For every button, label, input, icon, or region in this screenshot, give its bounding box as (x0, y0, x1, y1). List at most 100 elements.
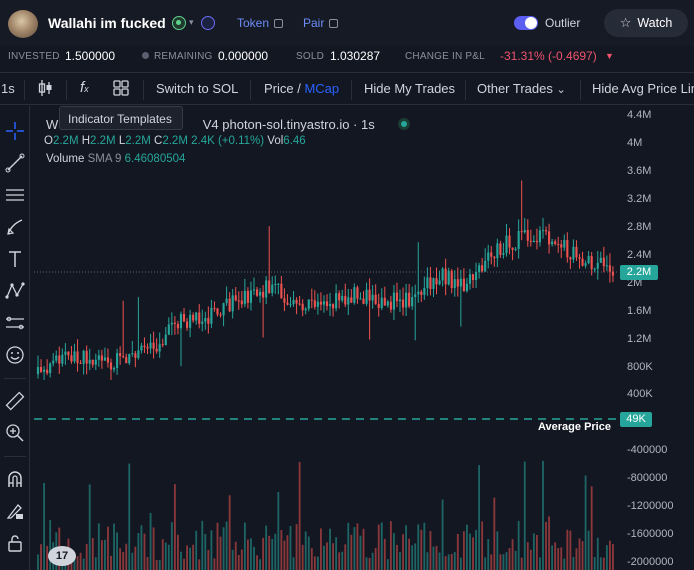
candle-body (88, 359, 91, 364)
remaining-label: REMAINING (154, 51, 213, 62)
volume-bar (462, 531, 465, 570)
candle-body (493, 256, 496, 259)
token-link[interactable]: Token (237, 16, 284, 30)
switch-to-sol-button[interactable]: Switch to SOL (156, 81, 239, 96)
volume-bar (386, 559, 389, 570)
volume-bar (307, 536, 310, 570)
volume-bar (350, 534, 353, 570)
volume-bar (128, 463, 131, 570)
candle-type-icon[interactable] (37, 79, 53, 100)
other-trades-dropdown[interactable]: Other Trades ⌄ (477, 81, 566, 96)
indicator-templates-tooltip: Indicator Templates (59, 106, 183, 130)
indicators-icon[interactable]: fx (80, 79, 89, 96)
volume-bar (560, 547, 563, 570)
candle-body (103, 357, 106, 361)
volume-bar (46, 545, 49, 570)
indicator-templates-icon[interactable] (112, 79, 130, 100)
trend-line-icon[interactable] (0, 150, 30, 176)
verified-icon[interactable] (172, 16, 186, 30)
hide-my-trades-button[interactable]: Hide My Trades (364, 81, 456, 96)
volume-bar (177, 534, 179, 570)
volume-bar (94, 557, 97, 570)
volume-bar (313, 556, 316, 570)
watch-button[interactable]: ☆ Watch (604, 9, 688, 37)
lock-drawing-icon[interactable] (0, 498, 30, 524)
close-value: 2.2M (162, 135, 188, 147)
forecast-icon[interactable] (0, 310, 30, 336)
pair-link[interactable]: Pair (303, 16, 339, 30)
candle-body (514, 248, 517, 250)
volume-legend: Volume SMA 9 6.46080504 (46, 153, 185, 165)
volume-bar (262, 537, 265, 570)
magnet-icon[interactable] (0, 466, 30, 492)
candle-body (94, 359, 97, 365)
candle-body (471, 274, 475, 280)
sma-label: SMA 9 (87, 153, 122, 165)
zoom-in-icon[interactable] (0, 420, 30, 446)
price-tick: -2000000 (627, 556, 674, 568)
vol-value: 6.46 (283, 135, 306, 147)
volume-bar (119, 548, 122, 570)
fib-retracement-icon[interactable] (0, 182, 30, 208)
live-status-icon (398, 118, 410, 130)
candle-body (395, 292, 399, 302)
candle-body (170, 322, 173, 325)
candle-body (97, 355, 100, 360)
price-tick: -400000 (627, 444, 668, 456)
emoji-icon[interactable] (0, 342, 30, 368)
candle-body (584, 263, 587, 266)
volume-bar (484, 557, 487, 570)
volume-bar (599, 557, 602, 570)
pump-icon[interactable] (201, 16, 215, 30)
volume-bar (526, 542, 529, 570)
candle-body (338, 293, 341, 301)
brush-icon[interactable] (0, 214, 30, 240)
sold-label: SOLD (296, 51, 325, 62)
candle-body (182, 314, 186, 322)
outlier-toggle[interactable] (514, 16, 538, 30)
volume-bar (265, 525, 268, 570)
volume-bar (545, 521, 547, 570)
toolbar-divider (465, 80, 466, 100)
token-avatar[interactable] (8, 10, 38, 38)
volume-bar (502, 554, 505, 570)
volume-bar (602, 557, 605, 570)
mcap-label: MCap (304, 81, 340, 96)
hide-avg-price-button[interactable]: Hide Avg Price Lin (592, 81, 694, 96)
volume-bar (396, 544, 398, 570)
volume-bar (40, 544, 42, 570)
candle-body (569, 257, 572, 260)
price-chart[interactable] (34, 106, 618, 570)
average-price-badge: 49K (620, 412, 652, 427)
interval-select[interactable]: 1s (1, 81, 15, 96)
pair-link-label: Pair (303, 16, 325, 30)
candle-body (125, 357, 128, 364)
candle-body (46, 369, 49, 374)
text-tool-icon[interactable] (0, 246, 30, 272)
volume-bar (189, 547, 192, 570)
candle-body (435, 278, 438, 285)
candle-body (490, 252, 493, 257)
crosshair-icon[interactable] (0, 118, 30, 144)
volume-bar (225, 521, 228, 570)
candle-body (572, 246, 575, 260)
ruler-icon[interactable] (0, 388, 30, 414)
candle-body (581, 258, 584, 266)
volume-bar (566, 529, 569, 570)
candle-body (474, 272, 478, 280)
price-mcap-toggle[interactable]: Price / MCap (264, 81, 339, 96)
change-dropdown-icon[interactable]: ▼ (605, 51, 614, 61)
price-scale[interactable]: 4.4M 4M 3.6M 3.2M 2.8M 2.4M 2M 1.6M 1.2M 800K 400K… (618, 106, 694, 570)
candle-body (262, 291, 265, 298)
volume-bar (219, 536, 222, 570)
candle-body (234, 295, 237, 301)
candle-body (484, 260, 487, 272)
candle-body (277, 283, 280, 285)
chevron-down-icon[interactable]: ▾ (189, 17, 194, 27)
lock-icon[interactable] (0, 530, 30, 556)
pattern-icon[interactable] (0, 278, 30, 304)
candle-body (417, 291, 420, 295)
volume-bar (456, 533, 459, 570)
volume-bar (216, 522, 219, 570)
candle-body (222, 303, 225, 316)
